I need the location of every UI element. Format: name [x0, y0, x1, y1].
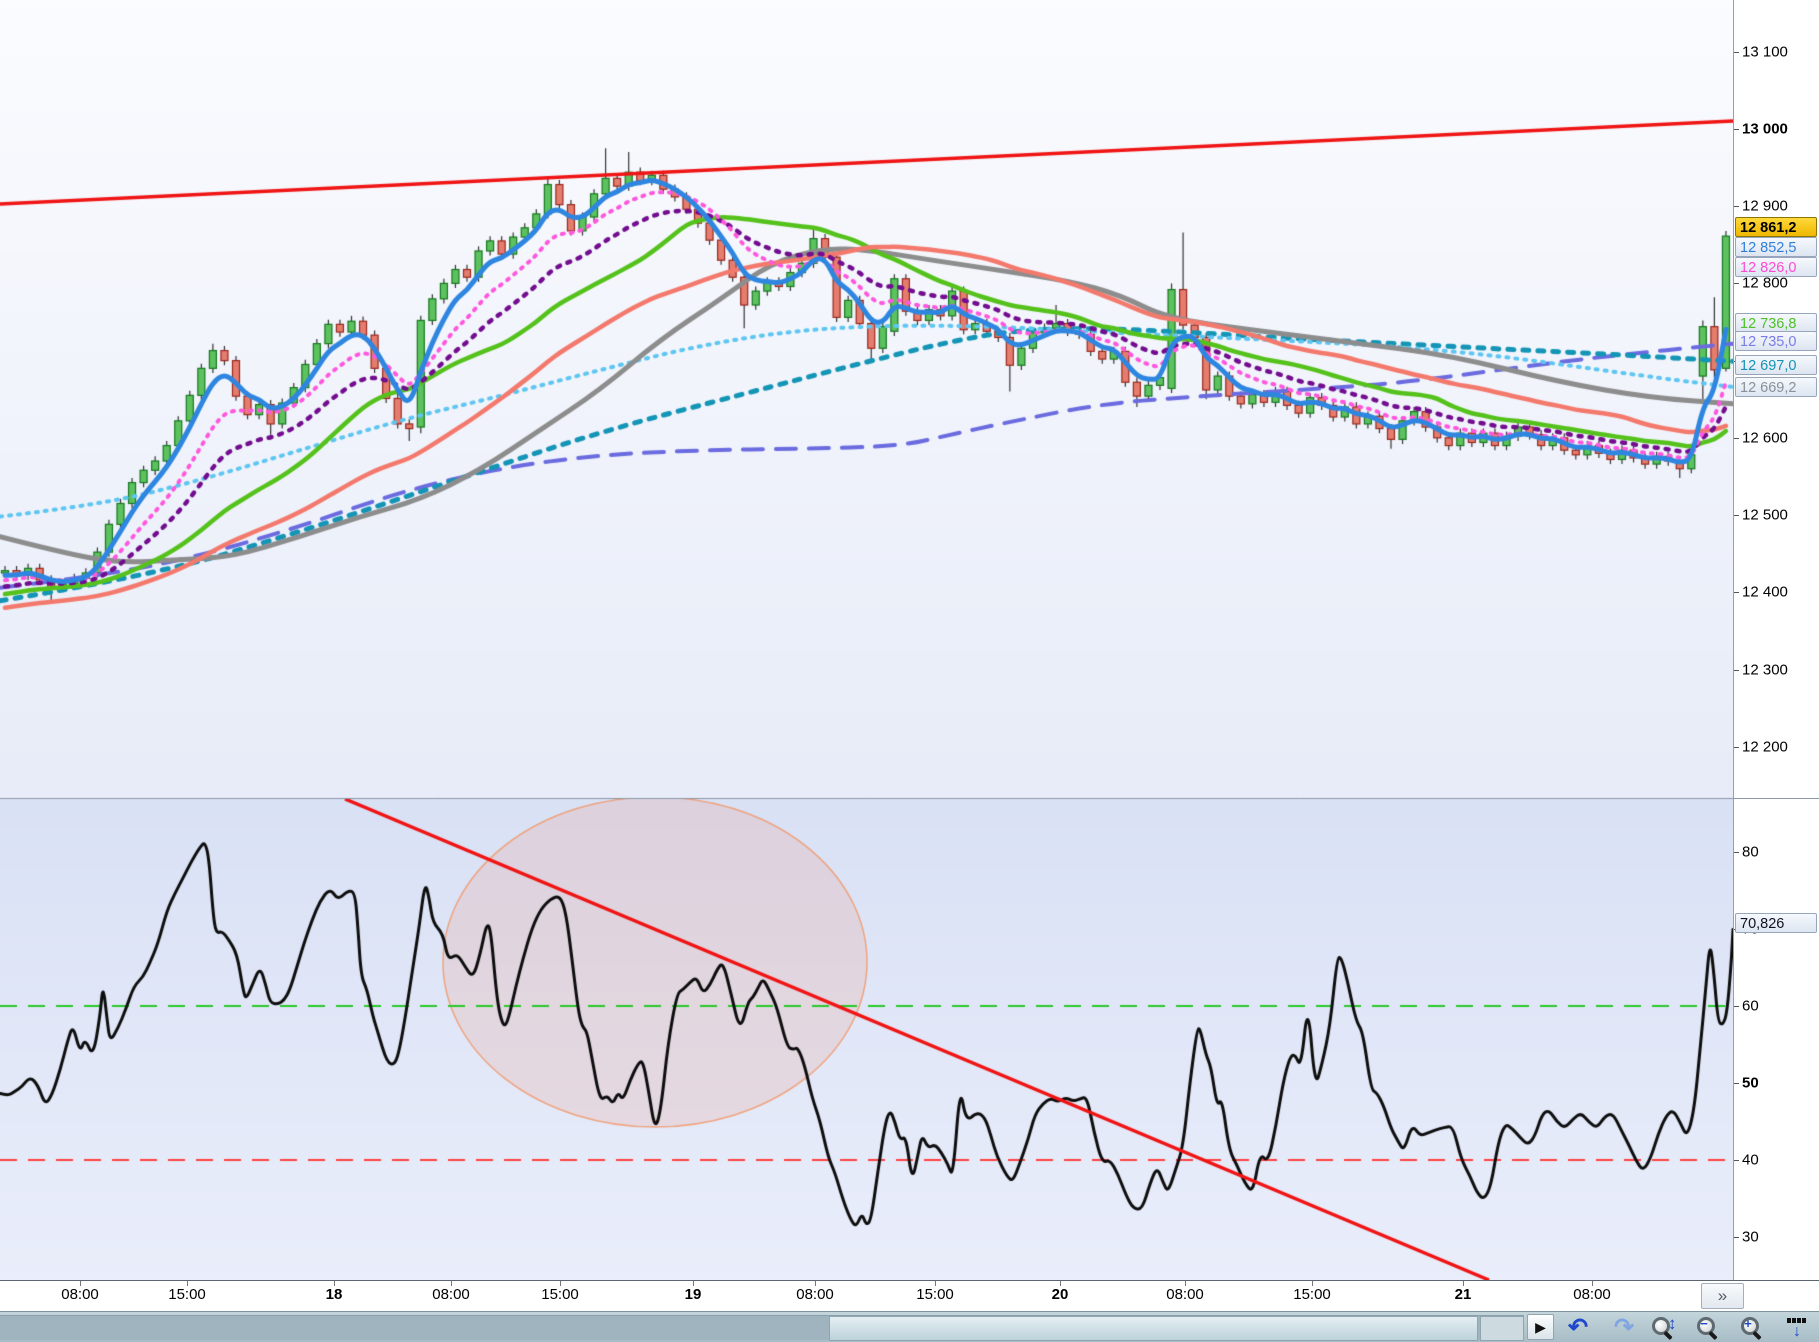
step-forward-button[interactable]: ▶: [1527, 1314, 1554, 1340]
redo-icon: ↷: [1613, 1313, 1635, 1341]
compress-columns-button[interactable]: ↓: [1781, 1314, 1811, 1341]
magnifier-icon: [1697, 1317, 1715, 1335]
undo-icon: ↶: [1567, 1313, 1589, 1341]
time-label-hour: 15:00: [916, 1286, 954, 1303]
horizontal-scrollbar-thumb[interactable]: [829, 1316, 1478, 1341]
time-label-hour: 15:00: [541, 1286, 579, 1303]
play-icon: ▶: [1535, 1319, 1546, 1335]
zoom-vertical-button[interactable]: ↕: [1648, 1314, 1678, 1341]
time-label-day: 21: [1454, 1286, 1472, 1303]
axis-tick-label: 30: [1742, 1228, 1759, 1246]
axis-tick-label: 50: [1742, 1074, 1759, 1092]
time-tick-mark: [693, 1281, 694, 1286]
axis-tick-mark: [1734, 515, 1739, 516]
horizontal-scrollbar-end: [1480, 1316, 1524, 1341]
time-tick-mark: [80, 1281, 81, 1286]
indicator-value-badge: 12 826,0: [1735, 257, 1817, 277]
time-label-day: 19: [684, 1286, 702, 1303]
axis-tick-label: 12 200: [1742, 738, 1788, 756]
time-tick-mark: [451, 1281, 452, 1286]
time-label-hour: 15:00: [168, 1286, 206, 1303]
time-axis: » 08:00 15:00 18 08:00 15:00 19 08:00 15:00 20 08…: [0, 1280, 1819, 1310]
axis-tick-mark: [1734, 283, 1739, 284]
axis-tick-mark: [1734, 592, 1739, 593]
magnifier-handle-icon: [1708, 1330, 1718, 1341]
time-tick-mark: [1592, 1281, 1593, 1286]
redo-button[interactable]: ↷: [1609, 1314, 1639, 1341]
magnifier-icon: [1741, 1317, 1759, 1335]
magnifier-handle-icon: [1752, 1330, 1762, 1341]
plus-icon: +: [1744, 1316, 1752, 1331]
indicator-value-badge: 12 852,5: [1735, 237, 1817, 257]
vertical-zoom-icon: ↕: [1668, 1314, 1677, 1333]
axis-tick-label: 13 000: [1742, 120, 1788, 138]
axis-tick-mark: [1734, 52, 1739, 53]
arrow-down-icon: ↓: [1793, 1323, 1801, 1340]
time-tick-mark: [815, 1281, 816, 1286]
oscillator-value-badge: 70,826: [1735, 913, 1817, 933]
axis-tick-mark: [1734, 1160, 1739, 1161]
axis-tick-mark: [1734, 206, 1739, 207]
time-tick-mark: [1463, 1281, 1464, 1286]
axis-tick-label: 13 100: [1742, 43, 1788, 61]
time-label-day: 20: [1051, 1286, 1069, 1303]
time-label-hour: 08:00: [796, 1286, 834, 1303]
axis-tick-label: 12 900: [1742, 197, 1788, 215]
axis-tick-label: 12 800: [1742, 274, 1788, 292]
time-tick-mark: [935, 1281, 936, 1286]
axis-tick-label: 60: [1742, 997, 1759, 1015]
time-label-day: 18: [325, 1286, 343, 1303]
scroll-right-button[interactable]: »: [1701, 1283, 1744, 1309]
axis-tick-label: 80: [1742, 843, 1759, 861]
axis-tick-mark: [1734, 1083, 1739, 1084]
horizontal-scrollbar-track[interactable]: [0, 1315, 1524, 1341]
time-label-hour: 08:00: [1166, 1286, 1204, 1303]
zoom-out-button[interactable]: −: [1693, 1314, 1723, 1341]
columns-icon: [1784, 1318, 1810, 1324]
bottom-toolbar: ▶ ↶ ↷ ↕ − + ↓: [0, 1311, 1819, 1342]
axis-tick-mark: [1734, 670, 1739, 671]
indicator-value-badge: 12 669,2: [1735, 377, 1817, 397]
axis-tick-mark: [1734, 129, 1739, 130]
time-label-hour: 08:00: [432, 1286, 470, 1303]
axis-tick-mark: [1734, 438, 1739, 439]
time-tick-mark: [560, 1281, 561, 1286]
axis-tick-label: 12 500: [1742, 506, 1788, 524]
time-tick-mark: [1185, 1281, 1186, 1286]
axis-tick-mark: [1734, 1006, 1739, 1007]
time-tick-mark: [1060, 1281, 1061, 1286]
indicator-value-badge: 12 736,8: [1735, 313, 1817, 333]
indicator-value-badge: 12 735,0: [1735, 331, 1817, 351]
chart-plot-area[interactable]: [0, 0, 1733, 1280]
magnifier-icon: [1652, 1317, 1670, 1335]
time-label-hour: 08:00: [1573, 1286, 1611, 1303]
time-label-hour: 15:00: [1293, 1286, 1331, 1303]
undo-button[interactable]: ↶: [1563, 1314, 1593, 1341]
axis-tick-mark: [1734, 747, 1739, 748]
indicator-value-badge: 12 697,0: [1735, 355, 1817, 375]
time-tick-mark: [1312, 1281, 1313, 1286]
time-label-hour: 08:00: [61, 1286, 99, 1303]
axis-tick-mark: [1734, 1237, 1739, 1238]
axis-tick-mark: [1734, 852, 1739, 853]
time-tick-mark: [334, 1281, 335, 1286]
axis-tick-label: 12 600: [1742, 429, 1788, 447]
axis-tick-label: 12 300: [1742, 661, 1788, 679]
axis-tick-label: 40: [1742, 1151, 1759, 1169]
zoom-in-button[interactable]: +: [1737, 1314, 1767, 1341]
last-price-badge: 12 861,2: [1735, 217, 1817, 237]
minus-icon: −: [1700, 1316, 1708, 1331]
time-tick-mark: [187, 1281, 188, 1286]
panel-divider: [1733, 798, 1819, 799]
axis-tick-label: 12 400: [1742, 583, 1788, 601]
